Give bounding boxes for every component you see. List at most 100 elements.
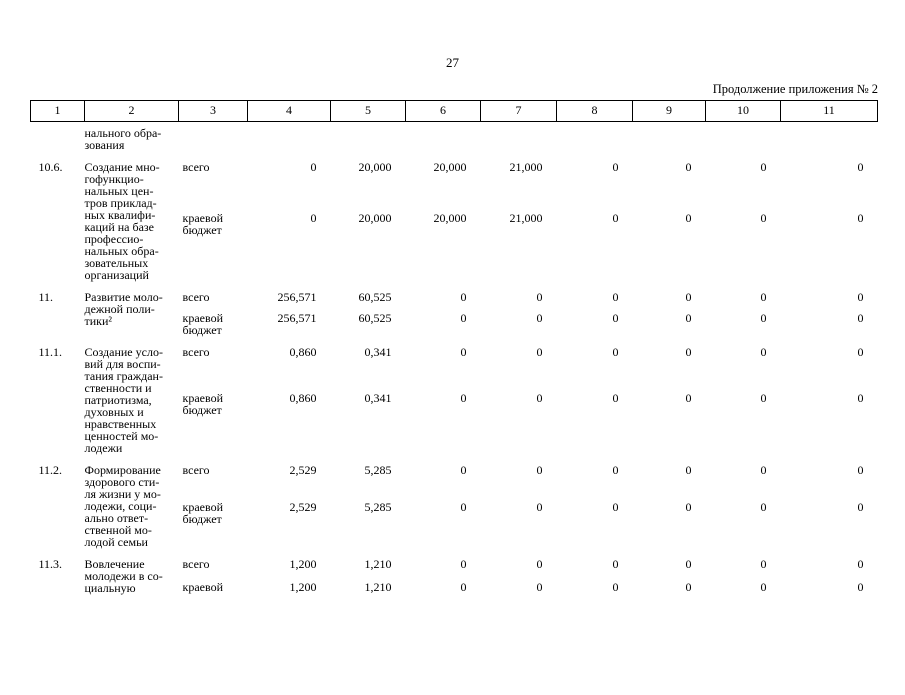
value-cell: 0,860 [289, 345, 317, 359]
row-number-cell: 11.2. [38, 463, 63, 477]
value-cell: 0 [857, 499, 864, 514]
value-cell: 0 [460, 499, 467, 514]
value-cell: 2,529 [289, 499, 317, 514]
value-cell: 0 [612, 499, 619, 514]
value-cell: 0 [760, 499, 767, 514]
column-header: 4 [247, 100, 331, 122]
value-cell: 0 [685, 499, 692, 514]
value-cell [781, 122, 878, 152]
value-cell: 0 [857, 290, 864, 304]
column-header: 3 [178, 100, 248, 122]
value-cell [406, 122, 481, 152]
value-cell: 0 [685, 463, 692, 477]
budget-source-cell: краевой бюджет [182, 211, 224, 237]
value-cell: 0 [760, 579, 767, 594]
value-cell: 20,000 [358, 160, 392, 174]
value-cell: 0 [536, 391, 543, 406]
value-cell: 0 [612, 160, 619, 174]
value-cell: 0 [857, 160, 864, 174]
value-cell [248, 122, 331, 152]
value-cell: 20,000 [433, 211, 467, 225]
value-cell: 0 [310, 160, 317, 174]
column-header: 11 [780, 100, 878, 122]
row-number-cell: 11.3. [38, 557, 63, 571]
value-cell: 0 [612, 345, 619, 359]
value-cell: 0 [310, 211, 317, 225]
page-number: 27 [446, 55, 459, 70]
value-cell: 0 [857, 311, 864, 325]
value-cell: 0 [685, 579, 692, 594]
value-cell: 0 [685, 211, 692, 225]
value-cell: 0 [536, 499, 543, 514]
value-cell: 0 [857, 391, 864, 406]
value-cell: 0 [460, 463, 467, 477]
value-cell: 0,860 [289, 391, 317, 406]
value-cell: 0 [760, 311, 767, 325]
value-cell: 1,200 [289, 557, 317, 571]
row-name-cell: нального обра- зования [84, 126, 162, 152]
continuation-note: Продолжение приложения № 2 [712, 82, 878, 96]
table-row: 11.3. Вовлечение молодежи в со- циальную в… [31, 548, 878, 594]
value-cell: 0 [857, 211, 864, 225]
budget-source-cell [179, 122, 248, 152]
value-cell: 1,210 [364, 557, 392, 571]
value-cell: 0 [612, 463, 619, 477]
value-cell [331, 122, 406, 152]
entry-line: 11.3. Вовлечение молодежи в со- циальную в… [31, 548, 878, 594]
column-header: 10 [705, 100, 781, 122]
header-row: 1 2 3 4 5 6 7 8 9 10 11 [30, 100, 878, 122]
value-cell: 0 [460, 290, 467, 304]
value-cell: 0 [760, 345, 767, 359]
value-cell: 0 [685, 345, 692, 359]
value-cell: 0 [612, 211, 619, 225]
value-cell: 0 [536, 463, 543, 477]
value-cell: 21,000 [509, 211, 543, 225]
value-cell: 0 [460, 345, 467, 359]
row-name-cell: Вовлечение молодежи в со- циальную [84, 557, 163, 595]
entry-line: 10.6. Создание мно- гофункцио- нальных це… [31, 151, 878, 281]
value-cell: 256,571 [277, 311, 317, 325]
table-row: 10.6. Создание мно- гофункцио- нальных це… [31, 151, 878, 281]
value-cell: 0 [612, 311, 619, 325]
row-number-cell [31, 122, 85, 152]
column-header: 2 [84, 100, 179, 122]
value-cell: 0 [612, 579, 619, 594]
value-cell: 0 [760, 463, 767, 477]
budget-source-cell: краевой бюджет [182, 311, 224, 337]
entry-line: краевой 1,200 1,210 0 0 0 0 0 0 [31, 572, 878, 594]
value-cell: 2,529 [289, 463, 317, 477]
value-cell: 0 [857, 579, 864, 594]
value-cell: 0 [460, 311, 467, 325]
value-cell: 20,000 [358, 211, 392, 225]
value-cell: 0 [857, 463, 864, 477]
value-cell: 0 [460, 391, 467, 406]
table-row: 11.2. Формирование здорового сти- ля жизн… [31, 454, 878, 548]
value-cell [481, 122, 557, 152]
budget-source-cell: всего [182, 557, 210, 571]
value-cell: 0,341 [364, 345, 392, 359]
entry-line: краевой бюджет 0 20,000 20,000 21,000 0 0 0 0 [31, 203, 878, 281]
value-cell: 0 [612, 290, 619, 304]
entry-line: краевой бюджет 2,529 5,285 0 0 0 0 0 0 [31, 492, 878, 548]
row-number-cell: 11. [38, 290, 54, 304]
value-cell: 21,000 [509, 160, 543, 174]
table-row: 11.1. Создание усло- вий для воспи- тания… [31, 336, 878, 454]
budget-source-cell: краевой бюджет [182, 391, 224, 418]
value-cell: 0 [760, 557, 767, 571]
value-cell: 1,210 [364, 579, 392, 594]
entry-line: краевой бюджет 0,860 0,341 0 0 0 0 0 0 [31, 383, 878, 454]
budget-table: 1 2 3 4 5 6 7 8 9 10 11 нального обра- зования 10.6… [30, 100, 878, 594]
value-cell: 5,285 [364, 463, 392, 477]
value-cell: 20,000 [433, 160, 467, 174]
row-number-cell: 11.1. [38, 345, 63, 359]
value-cell: 256,571 [277, 290, 317, 304]
value-cell: 0 [685, 311, 692, 325]
value-cell [706, 122, 781, 152]
value-cell: 0 [857, 345, 864, 359]
budget-source-cell: всего [182, 463, 210, 477]
entry-line: 11.2. Формирование здорового сти- ля жизн… [31, 454, 878, 548]
budget-source-cell: краевой [182, 579, 224, 594]
entry-line: нального обра- зования [31, 122, 878, 152]
row-name-cell: Создание усло- вий для воспи- тания граж… [84, 345, 163, 455]
